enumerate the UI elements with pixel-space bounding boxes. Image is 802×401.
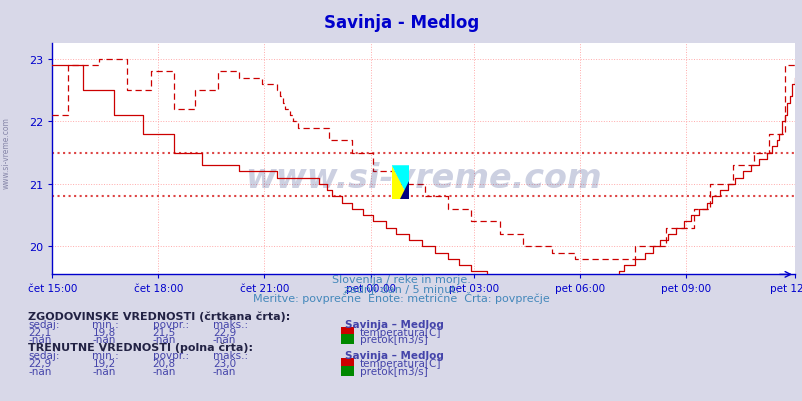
Text: Savinja - Medlog: Savinja - Medlog	[323, 14, 479, 32]
Text: www.si-vreme.com: www.si-vreme.com	[245, 161, 602, 194]
Text: Meritve: povprečne  Enote: metrične  Črta: povprečje: Meritve: povprečne Enote: metrične Črta:…	[253, 292, 549, 304]
Polygon shape	[399, 181, 409, 200]
Text: temperatura[C]: temperatura[C]	[359, 358, 440, 368]
Text: 21,5: 21,5	[152, 327, 176, 337]
Text: -nan: -nan	[92, 334, 115, 344]
Text: -nan: -nan	[28, 334, 51, 344]
Text: 22,1: 22,1	[28, 327, 51, 337]
Text: maks.:: maks.:	[213, 350, 248, 360]
Text: min.:: min.:	[92, 319, 119, 329]
Text: -nan: -nan	[152, 334, 176, 344]
Text: 19,8: 19,8	[92, 327, 115, 337]
Text: ZGODOVINSKE VREDNOSTI (črtkana črta):: ZGODOVINSKE VREDNOSTI (črtkana črta):	[28, 310, 290, 321]
Text: -nan: -nan	[28, 366, 51, 376]
Text: 19,2: 19,2	[92, 358, 115, 368]
Text: povpr.:: povpr.:	[152, 350, 188, 360]
Text: Savinja – Medlog: Savinja – Medlog	[345, 319, 444, 329]
Text: www.si-vreme.com: www.si-vreme.com	[2, 117, 11, 188]
Text: Slovenija / reke in morje.: Slovenija / reke in morje.	[332, 275, 470, 285]
Text: Savinja – Medlog: Savinja – Medlog	[345, 350, 444, 360]
Polygon shape	[391, 166, 409, 200]
Text: -nan: -nan	[213, 366, 236, 376]
Text: 22,9: 22,9	[28, 358, 51, 368]
Text: -nan: -nan	[92, 366, 115, 376]
Text: -nan: -nan	[213, 334, 236, 344]
Text: zadnji dan / 5 minut.: zadnji dan / 5 minut.	[343, 284, 459, 294]
Text: sedaj:: sedaj:	[28, 350, 59, 360]
Text: sedaj:: sedaj:	[28, 319, 59, 329]
Polygon shape	[391, 166, 409, 200]
Text: pretok[m3/s]: pretok[m3/s]	[359, 366, 427, 376]
Text: povpr.:: povpr.:	[152, 319, 188, 329]
Text: temperatura[C]: temperatura[C]	[359, 327, 440, 337]
Text: pretok[m3/s]: pretok[m3/s]	[359, 334, 427, 344]
Text: min.:: min.:	[92, 350, 119, 360]
Text: maks.:: maks.:	[213, 319, 248, 329]
Text: 23,0: 23,0	[213, 358, 236, 368]
Text: 20,8: 20,8	[152, 358, 176, 368]
Text: TRENUTNE VREDNOSTI (polna črta):: TRENUTNE VREDNOSTI (polna črta):	[28, 342, 253, 352]
Text: 22,9: 22,9	[213, 327, 236, 337]
Text: -nan: -nan	[152, 366, 176, 376]
